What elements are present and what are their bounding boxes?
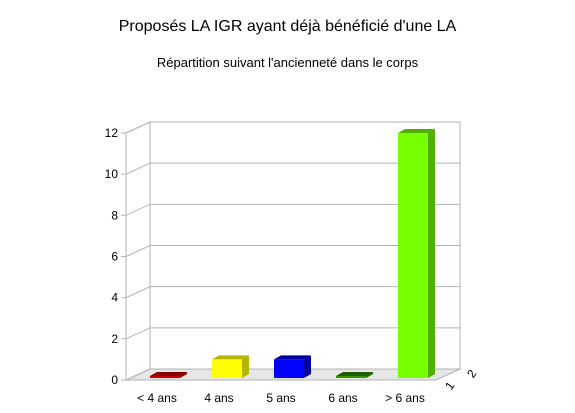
chart-title: Proposés LA IGR ayant déjà bénéficié d'u… bbox=[118, 18, 457, 35]
x-tick-label: < 4 ans bbox=[137, 391, 177, 405]
bar-front bbox=[212, 359, 242, 378]
bar-side bbox=[428, 129, 435, 378]
bar-top bbox=[274, 355, 311, 360]
y-tick-label: 6 bbox=[111, 250, 118, 264]
gridline bbox=[125, 121, 460, 134]
chart-subtitle: Répartition suivant l'ancienneté dans le… bbox=[156, 55, 419, 70]
x-tick-label: 6 ans bbox=[328, 391, 357, 405]
y-axis-ticks: 0 2 4 6 8 10 12 bbox=[105, 126, 119, 387]
y-tick-label: 12 bbox=[105, 126, 119, 140]
x-tick-label: > 6 ans bbox=[385, 391, 425, 405]
bar-front bbox=[398, 133, 428, 378]
bar bbox=[398, 129, 435, 378]
depth-tick-label: 2 bbox=[464, 367, 479, 381]
gridline bbox=[125, 327, 460, 340]
chart-gridlines bbox=[121, 121, 460, 381]
gridline bbox=[125, 286, 460, 299]
bar bbox=[150, 372, 187, 378]
gridline bbox=[125, 245, 460, 257]
depth-tick-label: 1 bbox=[442, 379, 457, 393]
bar-side bbox=[366, 372, 373, 378]
bar-front bbox=[336, 376, 366, 378]
bar-front bbox=[150, 376, 180, 378]
y-tick-label: 2 bbox=[111, 332, 118, 346]
chart-bars bbox=[150, 129, 435, 378]
bar bbox=[336, 372, 373, 378]
bar-top bbox=[336, 372, 373, 376]
bar-side bbox=[304, 355, 311, 378]
x-tick-label: 4 ans bbox=[204, 391, 233, 405]
gridline bbox=[125, 162, 460, 175]
bar-side bbox=[180, 372, 187, 378]
x-tick-label: 5 ans bbox=[266, 391, 295, 405]
bar bbox=[212, 355, 249, 378]
x-axis-labels: < 4 ans 4 ans 5 ans 6 ans > 6 ans bbox=[137, 391, 425, 405]
bar-top bbox=[212, 355, 249, 360]
y-tick-label: 10 bbox=[105, 167, 119, 181]
bar-side bbox=[242, 355, 249, 378]
bar bbox=[274, 355, 311, 378]
bar-top bbox=[398, 129, 435, 133]
y-tick-label: 0 bbox=[111, 373, 118, 387]
bar-top bbox=[150, 372, 187, 376]
gridline bbox=[125, 203, 460, 216]
y-tick-label: 8 bbox=[111, 208, 118, 222]
y-tick-label: 4 bbox=[111, 291, 118, 305]
gridline bbox=[125, 368, 460, 381]
bar-front bbox=[274, 359, 304, 378]
